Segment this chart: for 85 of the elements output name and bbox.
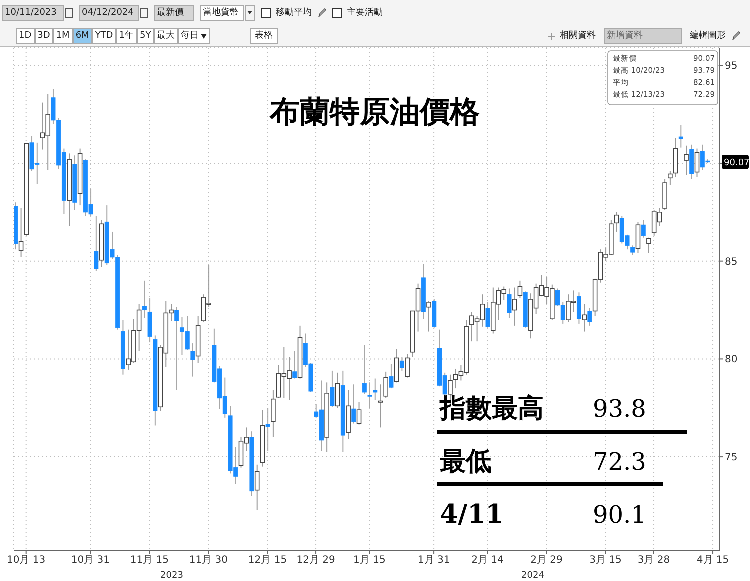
annotation: 90.1 <box>593 501 646 529</box>
y-tick-label: 85 <box>725 256 738 268</box>
x-tick-label: 1月 15 <box>354 555 386 566</box>
annotation: 90.07 <box>724 158 750 169</box>
candlestick <box>378 384 384 428</box>
candlestick <box>641 220 646 238</box>
candlestick <box>389 364 394 390</box>
candlestick <box>254 464 260 511</box>
text: 表格 <box>255 30 274 43</box>
candlestick <box>518 280 523 300</box>
candlestick <box>384 371 388 399</box>
y-tick-label: 80 <box>725 354 738 366</box>
candlestick <box>630 245 636 256</box>
candlestick <box>507 288 512 319</box>
text: 5Y <box>140 28 152 44</box>
candlestick <box>694 148 700 178</box>
text: 最大 <box>157 28 176 44</box>
text: 當地貨幣 <box>203 6 239 20</box>
candlestick <box>362 344 367 395</box>
x-tick-label: 2月 29 <box>530 555 563 566</box>
text: 編輯圖形 <box>690 30 726 43</box>
annotation: 指數最高 <box>439 394 544 424</box>
x-tick-label: 10月 13 <box>7 555 46 566</box>
text: 10/11/2023 <box>5 7 57 20</box>
text: 6M <box>76 28 90 44</box>
text: 3D <box>38 28 50 44</box>
x-tick-label: 10月 31 <box>71 555 110 566</box>
text: 每日 <box>181 30 200 43</box>
text: YTD <box>95 28 114 44</box>
x-tick-label: 3月 28 <box>638 555 670 566</box>
text: 04/12/2024 <box>82 7 134 20</box>
candlestick <box>271 390 276 438</box>
y-tick-label: 75 <box>725 452 738 464</box>
candlestick <box>582 304 587 332</box>
candlestick <box>394 348 400 384</box>
candlestick <box>18 208 24 258</box>
x-tick-label: 11月 15 <box>130 555 170 566</box>
candlestick <box>576 292 582 324</box>
candlestick <box>588 308 592 326</box>
y-tick-label: 95 <box>725 61 738 72</box>
candlestick <box>356 402 362 426</box>
text: 1年 <box>119 28 134 44</box>
candlestick <box>512 287 518 326</box>
text: 相關資料 <box>560 30 596 43</box>
text: 2024 <box>522 571 545 581</box>
candlestick <box>668 170 673 186</box>
text: 1D <box>19 28 32 44</box>
candlestick <box>142 280 147 319</box>
text: 新增資料 <box>607 30 643 43</box>
annotation: 72.3 <box>593 448 646 476</box>
x-tick-label: 3月 15 <box>590 555 622 566</box>
candlestick <box>373 378 378 401</box>
candlestick <box>614 212 620 232</box>
candlestick <box>266 408 270 452</box>
x-tick-label: 2月 14 <box>472 555 504 566</box>
x-tick-label: 12月 29 <box>296 555 336 566</box>
candlestick <box>335 372 340 409</box>
candlestick <box>368 382 372 409</box>
text: 最新價 <box>157 6 184 20</box>
candlestick <box>684 145 689 176</box>
text: 移動平均 <box>276 6 312 20</box>
x-tick-label: 11月 30 <box>189 555 228 566</box>
annotation: 93.8 <box>593 395 646 423</box>
candlestick <box>405 354 410 378</box>
candlestick <box>678 124 684 148</box>
candlestick <box>636 222 641 254</box>
candlestick <box>426 300 432 332</box>
x-tick-label: 1月 31 <box>418 555 450 566</box>
text: 1M <box>56 28 70 44</box>
candlestick <box>646 237 652 254</box>
candlestick <box>400 356 404 372</box>
text: 布蘭特原油價格 <box>269 95 480 130</box>
x-tick-label: 12月 15 <box>248 555 288 566</box>
candlestick <box>94 216 99 272</box>
candlestick <box>174 306 180 392</box>
x-tick-label: 4月 15 <box>696 555 730 566</box>
candlestick <box>190 343 196 378</box>
annotation: 4/11 <box>440 500 504 530</box>
candlestick <box>292 350 298 380</box>
text: 主要活動 <box>347 6 383 20</box>
annotation: 最低 <box>439 447 492 477</box>
text: 2023 <box>160 571 184 581</box>
candlestick <box>352 384 356 424</box>
candlestick <box>330 370 335 408</box>
candlestick <box>486 302 490 328</box>
